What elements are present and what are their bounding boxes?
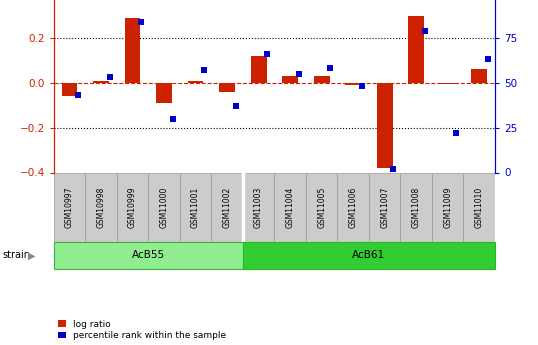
Bar: [211, 172, 243, 242]
Text: ▶: ▶: [28, 250, 36, 260]
Text: GSM11002: GSM11002: [223, 186, 232, 228]
Bar: [369, 172, 400, 242]
Bar: [148, 172, 180, 242]
Text: GSM11003: GSM11003: [254, 186, 263, 228]
Bar: [243, 241, 495, 269]
Text: AcB55: AcB55: [132, 250, 165, 260]
Bar: [377, 83, 393, 168]
Bar: [156, 83, 172, 103]
Text: GSM11010: GSM11010: [475, 186, 484, 228]
Text: GSM11004: GSM11004: [286, 186, 295, 228]
Bar: [93, 80, 109, 83]
Bar: [463, 172, 495, 242]
Point: [137, 19, 146, 24]
Text: GSM10998: GSM10998: [96, 186, 105, 228]
Text: GSM10997: GSM10997: [65, 186, 74, 228]
Bar: [440, 83, 456, 84]
Text: GSM11008: GSM11008: [412, 186, 421, 228]
Point: [452, 130, 461, 136]
Bar: [117, 172, 148, 242]
Bar: [282, 76, 298, 83]
Text: GSM11005: GSM11005: [317, 186, 326, 228]
Bar: [400, 172, 432, 242]
Point: [231, 104, 240, 109]
Point: [358, 83, 366, 89]
Text: GSM11007: GSM11007: [380, 186, 389, 228]
Bar: [306, 172, 337, 242]
Text: GSM11006: GSM11006: [349, 186, 358, 228]
Text: GSM10999: GSM10999: [128, 186, 137, 228]
Bar: [125, 18, 140, 83]
Bar: [54, 241, 243, 269]
Bar: [408, 16, 424, 83]
Point: [168, 116, 177, 121]
Bar: [274, 172, 306, 242]
Point: [263, 51, 272, 57]
Point: [294, 71, 303, 77]
Point: [389, 166, 398, 172]
Bar: [86, 172, 117, 242]
Text: GSM11009: GSM11009: [443, 186, 452, 228]
Point: [105, 75, 114, 80]
Bar: [314, 76, 329, 83]
Text: GSM11001: GSM11001: [191, 186, 200, 228]
Point: [74, 92, 82, 98]
Point: [421, 28, 429, 33]
Bar: [337, 172, 369, 242]
Bar: [188, 80, 203, 83]
Bar: [243, 172, 274, 242]
Text: strain: strain: [3, 250, 31, 260]
Bar: [432, 172, 463, 242]
Text: GSM11000: GSM11000: [160, 186, 168, 228]
Bar: [180, 172, 211, 242]
Bar: [62, 83, 77, 96]
Bar: [251, 56, 266, 83]
Bar: [54, 172, 86, 242]
Legend: log ratio, percentile rank within the sample: log ratio, percentile rank within the sa…: [58, 320, 226, 341]
Bar: [220, 83, 235, 92]
Point: [484, 57, 492, 62]
Point: [200, 68, 209, 73]
Point: [326, 66, 335, 71]
Bar: [471, 69, 487, 83]
Bar: [345, 83, 361, 85]
Text: AcB61: AcB61: [352, 250, 385, 260]
